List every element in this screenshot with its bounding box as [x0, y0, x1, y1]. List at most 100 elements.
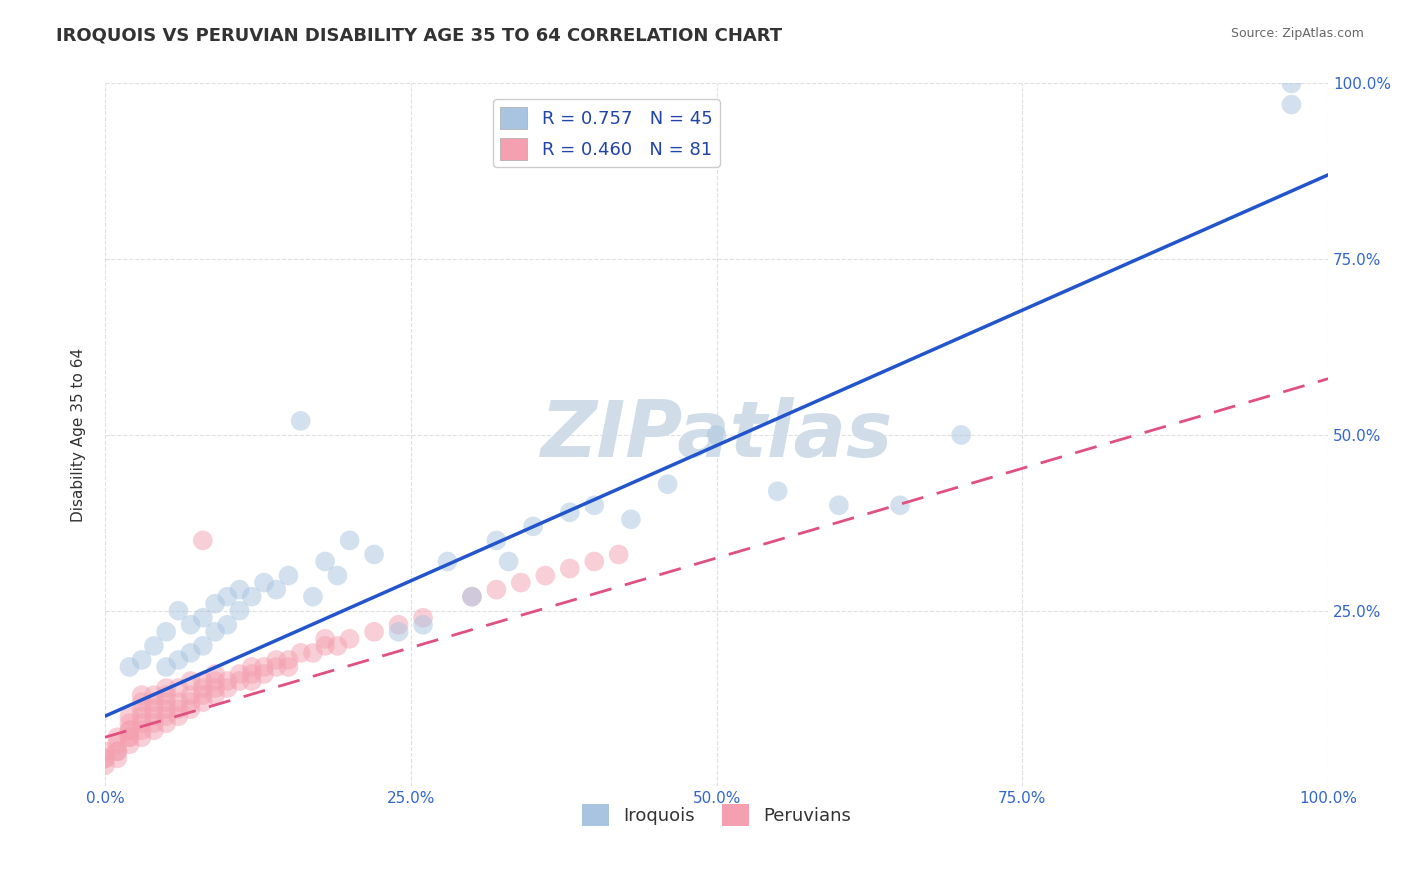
- Point: [167, 653, 190, 667]
- Point: [131, 731, 153, 745]
- Point: [118, 731, 141, 745]
- Point: [326, 639, 349, 653]
- Point: [240, 660, 263, 674]
- Point: [118, 737, 141, 751]
- Text: Source: ZipAtlas.com: Source: ZipAtlas.com: [1230, 27, 1364, 40]
- Point: [155, 709, 177, 723]
- Point: [240, 667, 263, 681]
- Point: [436, 554, 458, 568]
- Point: [1281, 97, 1303, 112]
- Point: [240, 590, 263, 604]
- Point: [363, 548, 385, 562]
- Point: [412, 617, 434, 632]
- Point: [387, 617, 409, 632]
- Point: [191, 611, 214, 625]
- Point: [277, 568, 299, 582]
- Point: [191, 639, 214, 653]
- Point: [155, 660, 177, 674]
- Point: [706, 428, 728, 442]
- Point: [314, 639, 336, 653]
- Point: [339, 533, 361, 548]
- Point: [131, 716, 153, 731]
- Point: [105, 737, 128, 751]
- Point: [180, 673, 202, 688]
- Point: [94, 744, 117, 758]
- Point: [142, 695, 165, 709]
- Point: [118, 716, 141, 731]
- Point: [118, 723, 141, 738]
- Point: [950, 428, 973, 442]
- Point: [155, 688, 177, 702]
- Point: [228, 582, 250, 597]
- Point: [118, 709, 141, 723]
- Point: [509, 575, 531, 590]
- Point: [264, 653, 287, 667]
- Point: [142, 702, 165, 716]
- Point: [94, 751, 117, 765]
- Point: [412, 611, 434, 625]
- Point: [485, 582, 508, 597]
- Point: [131, 702, 153, 716]
- Point: [522, 519, 544, 533]
- Point: [167, 604, 190, 618]
- Point: [1281, 77, 1303, 91]
- Point: [217, 673, 239, 688]
- Point: [105, 744, 128, 758]
- Point: [191, 533, 214, 548]
- Point: [142, 723, 165, 738]
- Point: [607, 548, 630, 562]
- Point: [277, 660, 299, 674]
- Point: [314, 632, 336, 646]
- Point: [142, 716, 165, 731]
- Point: [155, 624, 177, 639]
- Point: [217, 681, 239, 695]
- Point: [105, 751, 128, 765]
- Point: [461, 590, 484, 604]
- Point: [228, 673, 250, 688]
- Point: [620, 512, 643, 526]
- Point: [302, 646, 325, 660]
- Point: [583, 498, 606, 512]
- Point: [217, 590, 239, 604]
- Point: [363, 624, 385, 639]
- Point: [142, 639, 165, 653]
- Point: [253, 660, 276, 674]
- Point: [461, 590, 484, 604]
- Point: [180, 688, 202, 702]
- Point: [118, 660, 141, 674]
- Point: [167, 681, 190, 695]
- Point: [264, 660, 287, 674]
- Point: [204, 624, 226, 639]
- Point: [131, 723, 153, 738]
- Point: [558, 505, 581, 519]
- Point: [131, 695, 153, 709]
- Point: [485, 533, 508, 548]
- Point: [277, 653, 299, 667]
- Point: [290, 414, 312, 428]
- Point: [228, 667, 250, 681]
- Point: [105, 731, 128, 745]
- Point: [131, 709, 153, 723]
- Point: [498, 554, 520, 568]
- Point: [167, 695, 190, 709]
- Point: [155, 681, 177, 695]
- Point: [889, 498, 911, 512]
- Point: [204, 688, 226, 702]
- Text: IROQUOIS VS PERUVIAN DISABILITY AGE 35 TO 64 CORRELATION CHART: IROQUOIS VS PERUVIAN DISABILITY AGE 35 T…: [56, 27, 782, 45]
- Point: [657, 477, 679, 491]
- Point: [534, 568, 557, 582]
- Point: [191, 695, 214, 709]
- Point: [302, 590, 325, 604]
- Point: [314, 554, 336, 568]
- Point: [131, 688, 153, 702]
- Point: [105, 744, 128, 758]
- Point: [828, 498, 851, 512]
- Point: [180, 702, 202, 716]
- Point: [583, 554, 606, 568]
- Text: ZIPatlas: ZIPatlas: [540, 397, 893, 473]
- Point: [180, 617, 202, 632]
- Point: [253, 575, 276, 590]
- Point: [264, 582, 287, 597]
- Point: [155, 702, 177, 716]
- Point: [167, 702, 190, 716]
